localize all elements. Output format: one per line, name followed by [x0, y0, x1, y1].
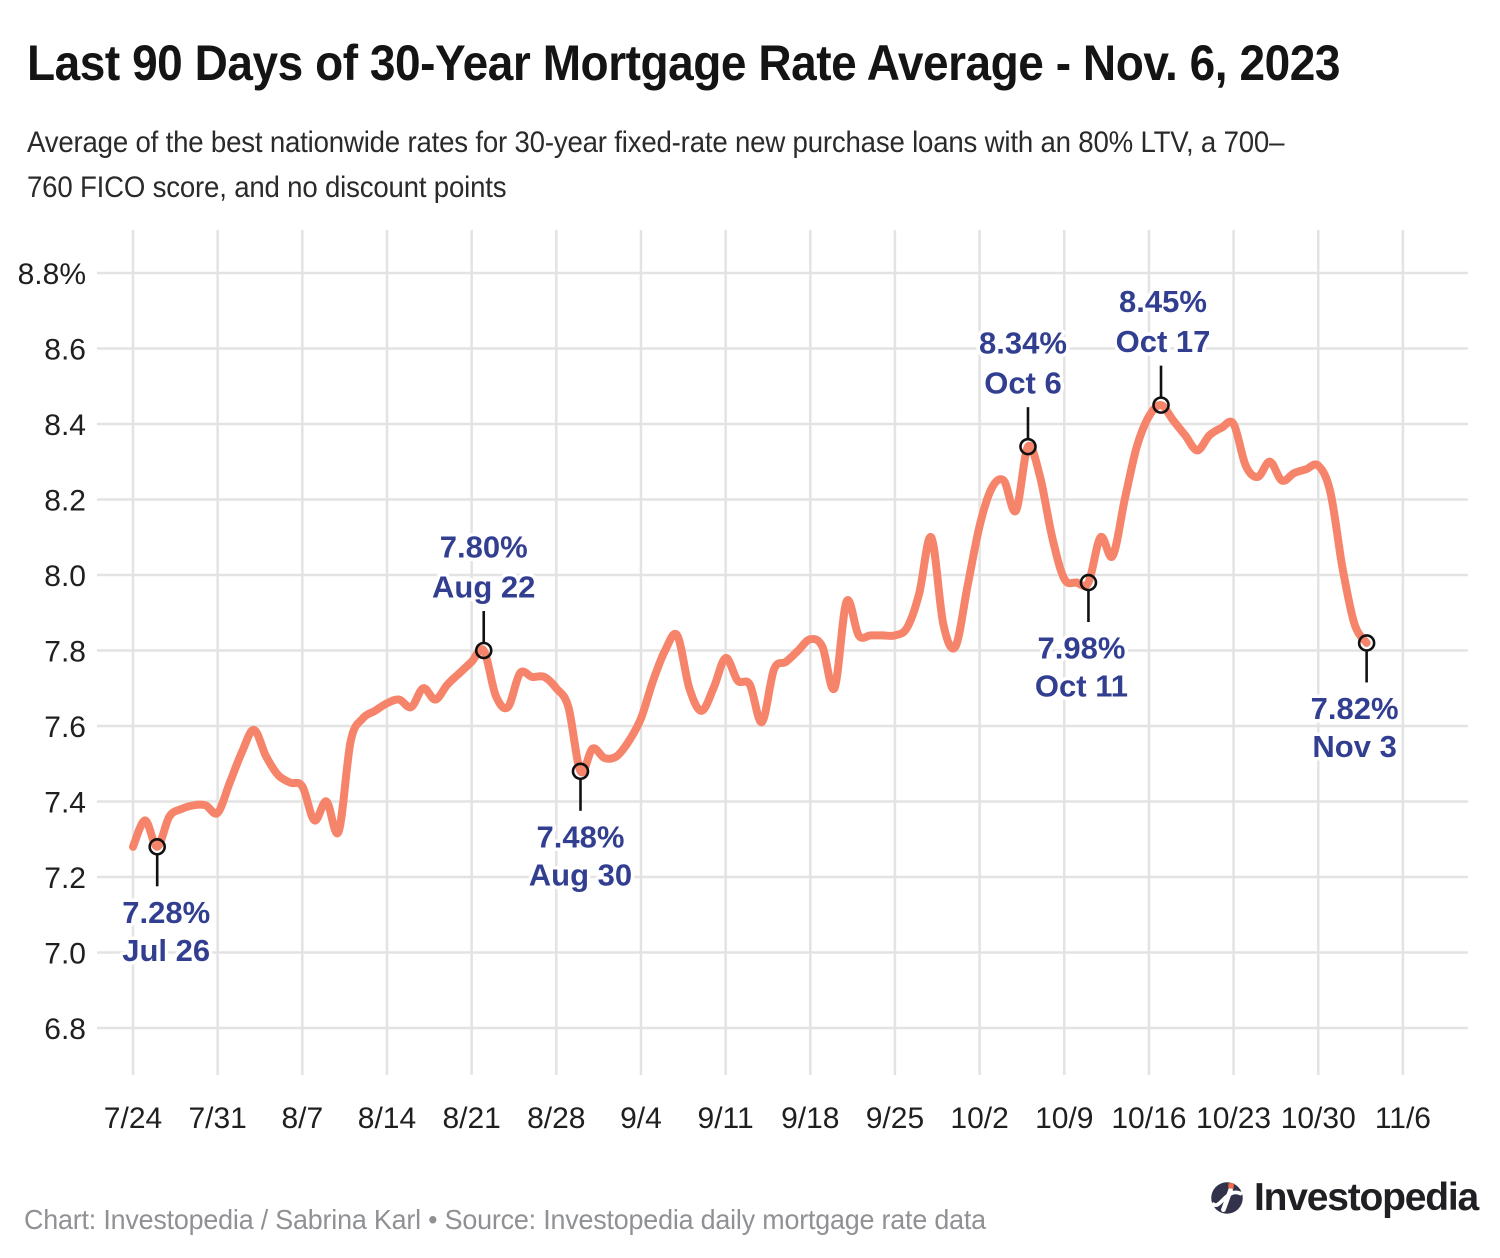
x-axis-tick-label: 10/23	[1196, 1102, 1271, 1135]
callout-marker	[571, 762, 590, 781]
x-axis-tick-label: 9/25	[866, 1102, 924, 1135]
x-axis-tick-label: 7/31	[188, 1102, 246, 1135]
y-axis-tick-label: 7.6	[44, 711, 86, 744]
annotation-date-label: Aug 30	[529, 857, 632, 892]
callout-marker	[1019, 437, 1037, 456]
annotation-date-label: Oct 17	[1116, 324, 1211, 359]
callout-marker	[1079, 573, 1098, 592]
y-axis-tick-label: 7.0	[44, 938, 86, 971]
x-axis-tick-label: 11/6	[1375, 1102, 1431, 1135]
x-axis-tick-label: 8/7	[281, 1102, 323, 1135]
chart-credit: Chart: Investopedia / Sabrina Karl • Sou…	[24, 1204, 986, 1235]
y-axis-tick-label: 7.2	[44, 862, 86, 895]
annotation-rate-label: 7.48%	[537, 819, 625, 854]
y-axis-tick-label: 8.4	[44, 409, 86, 442]
annotation-rate-label: 7.98%	[1037, 631, 1125, 666]
y-axis-tick-label: 6.8	[44, 1013, 86, 1046]
y-axis-tick-label: 8.2	[44, 485, 86, 518]
callout-marker	[1152, 396, 1170, 414]
x-axis-tick-label: 10/30	[1281, 1102, 1356, 1135]
y-axis-tick-label: 8.8%	[18, 258, 86, 291]
investopedia-logo-icon	[1211, 1182, 1243, 1214]
annotation-date-label: Oct 11	[1035, 669, 1128, 704]
x-axis-tick-label: 10/2	[950, 1102, 1008, 1135]
y-axis-tick-label: 8.6	[44, 334, 86, 367]
x-axis-tick-label: 10/16	[1111, 1102, 1186, 1135]
investopedia-logo: Investopedia	[1209, 1176, 1479, 1220]
y-axis-tick-label: 8.0	[44, 560, 86, 593]
annotation-rate-label: 7.80%	[440, 530, 528, 565]
rate-line	[129, 401, 1371, 851]
annotation-rate-label: 7.82%	[1311, 691, 1399, 726]
annotation-date-label: Oct 6	[984, 366, 1062, 401]
x-axis-tick-label: 9/11	[698, 1102, 754, 1135]
callout-marker	[1357, 634, 1376, 652]
chart-subtitle: Average of the best nationwide rates for…	[27, 120, 1284, 210]
annotation-date-label: Jul 26	[122, 933, 210, 968]
callout-marker	[148, 837, 166, 856]
x-axis-tick-label: 9/4	[620, 1102, 662, 1135]
annotation-rate-label: 7.28%	[122, 895, 210, 930]
x-axis-tick-label: 9/18	[781, 1102, 839, 1135]
x-axis-tick-label: 8/14	[358, 1102, 416, 1135]
chart-subtitle-line-2: 760 FICO score, and no discount points	[27, 171, 507, 204]
chart-subtitle-line-1: Average of the best nationwide rates for…	[27, 126, 1285, 159]
annotation-date-label: Nov 3	[1312, 729, 1396, 764]
annotation-rate-label: 8.34%	[979, 326, 1067, 361]
y-axis-tick-label: 7.8	[44, 636, 86, 669]
callout-marker	[474, 641, 493, 660]
annotation-rate-label: 8.45%	[1119, 284, 1207, 319]
x-axis-tick-label: 7/24	[104, 1102, 162, 1135]
y-axis-tick-label: 7.4	[44, 787, 86, 820]
annotation-date-label: Aug 22	[432, 570, 535, 605]
x-axis-tick-label: 8/28	[527, 1102, 585, 1135]
x-axis-tick-label: 8/21	[442, 1102, 500, 1135]
page-title: Last 90 Days of 30-Year Mortgage Rate Av…	[27, 35, 1340, 91]
investopedia-logo-text: Investopedia	[1254, 1176, 1479, 1219]
x-axis-tick-label: 10/9	[1035, 1102, 1093, 1135]
